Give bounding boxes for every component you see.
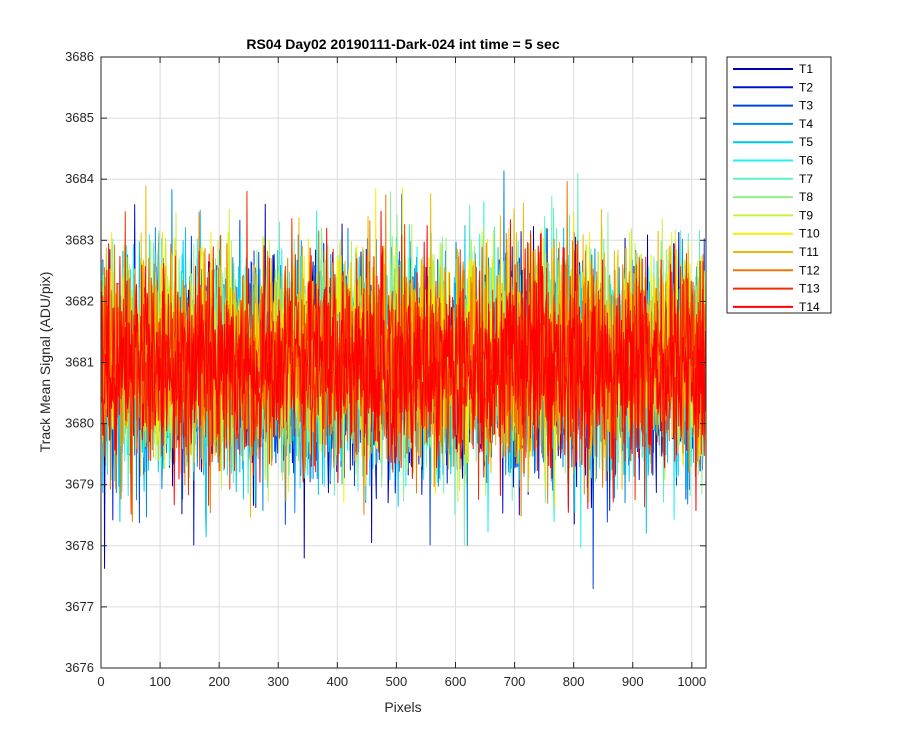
legend: T1 T2 T3 T4 T5 T6 T7 T8 T9 T10 T11 T12 T13 T14 <box>726 56 832 314</box>
legend-label-t4: T4 <box>799 117 813 131</box>
series-line-t14 <box>101 210 706 513</box>
x-tick-label: 100 <box>149 674 171 689</box>
legend-label-t6: T6 <box>799 154 813 168</box>
y-tick-label: 3685 <box>65 110 94 125</box>
y-tick-label: 3679 <box>65 477 94 492</box>
x-tick-label: 500 <box>386 674 408 689</box>
x-tick-label: 600 <box>445 674 467 689</box>
legend-label-t12: T12 <box>799 263 820 277</box>
legend-label-t5: T5 <box>799 135 813 149</box>
legend-label-t10: T10 <box>799 227 820 241</box>
legend-label-t9: T9 <box>799 208 813 222</box>
x-tick-label: 0 <box>97 674 104 689</box>
legend-label-t8: T8 <box>799 190 813 204</box>
x-axis-label: Pixels <box>384 699 421 715</box>
x-tick-label: 300 <box>267 674 289 689</box>
x-axis: 0 100 200 300 400 500 600 700 800 900 1000 <box>97 57 706 689</box>
x-tick-label: 800 <box>563 674 585 689</box>
y-tick-label: 3677 <box>65 599 94 614</box>
x-tick-label: 900 <box>622 674 644 689</box>
legend-label-t3: T3 <box>799 99 813 113</box>
chart-title: RS04 Day02 20190111-Dark-024 int time = … <box>246 36 559 52</box>
y-axis: 3676 3677 3678 3679 3680 3681 3682 3683 3684 3685… <box>65 49 706 675</box>
series-layer <box>101 170 706 590</box>
y-tick-label: 3683 <box>65 232 94 247</box>
x-tick-label: 1000 <box>677 674 706 689</box>
x-tick-label: 400 <box>326 674 348 689</box>
legend-label-t14: T14 <box>799 300 820 314</box>
legend-label-t2: T2 <box>799 80 813 94</box>
x-tick-label: 700 <box>504 674 526 689</box>
legend-label-t11: T11 <box>799 245 819 259</box>
y-tick-label: 3681 <box>65 355 94 370</box>
legend-label-t1: T1 <box>799 62 813 76</box>
y-tick-label: 3676 <box>65 660 94 675</box>
legend-label-t13: T13 <box>799 282 820 296</box>
y-tick-label: 3682 <box>65 293 94 308</box>
y-tick-label: 3686 <box>65 49 94 64</box>
y-tick-label: 3684 <box>65 171 94 186</box>
y-axis-label: Track Mean Signal (ADU/pix) <box>37 272 53 453</box>
x-tick-label: 200 <box>208 674 230 689</box>
legend-label-t7: T7 <box>799 172 813 186</box>
y-tick-label: 3678 <box>65 538 94 553</box>
y-tick-label: 3680 <box>65 416 94 431</box>
